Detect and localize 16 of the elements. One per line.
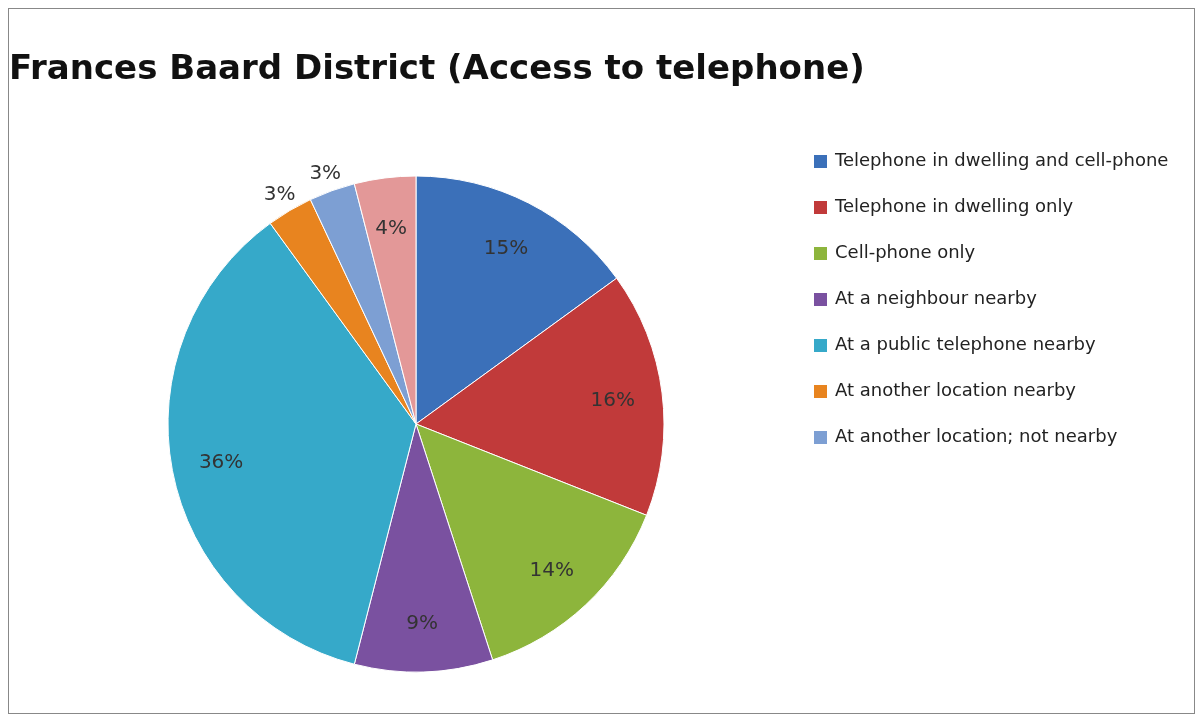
legend-label: At another location nearby [835, 379, 1077, 400]
legend-label: At another location; not nearby [835, 425, 1118, 446]
legend-label: Telephone in dwelling and cell-phone [835, 149, 1169, 170]
legend-label: Telephone in dwelling only [835, 195, 1074, 216]
data-label: 4% [375, 215, 407, 240]
legend-label: Cell-phone only [835, 241, 976, 262]
data-label: 15% [483, 235, 529, 260]
legend-label: At a public telephone nearby [835, 333, 1096, 354]
data-label: 16% [590, 387, 636, 412]
legend-label: At a neighbour nearby [835, 287, 1037, 308]
data-label: 9% [406, 610, 439, 635]
data-label: 14% [529, 556, 575, 581]
data-label: 3% [309, 159, 342, 184]
chart-title: Frances Baard District (Access to telephone) [9, 47, 865, 87]
data-label: 36% [198, 449, 244, 474]
data-label: 3% [263, 181, 296, 206]
